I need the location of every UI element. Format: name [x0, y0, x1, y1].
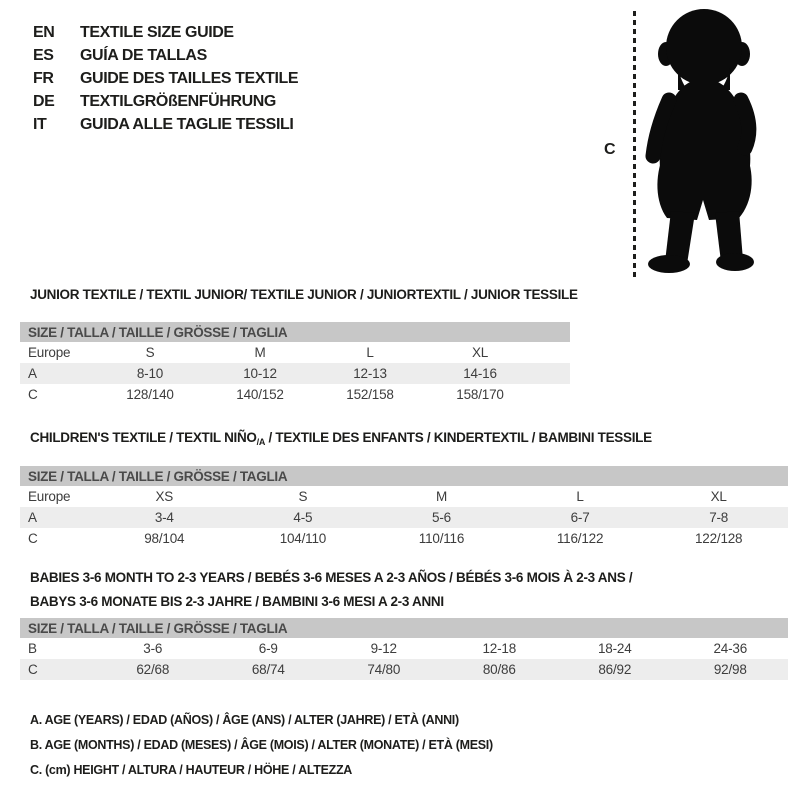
- measurement-legend: A. AGE (YEARS) / EDAD (AÑOS) / ÂGE (ANS)…: [30, 708, 493, 783]
- age-cell: 3-4: [154, 510, 174, 525]
- size-header-label: SIZE / TALLA / TAILLE / GRÖSSE / TAGLIA: [28, 620, 288, 636]
- age-cell: 6-7: [570, 510, 590, 525]
- age-cell: 14-16: [463, 366, 497, 381]
- height-cell: 104/110: [279, 531, 327, 546]
- height-cell: 116/122: [556, 531, 604, 546]
- childrens-textile-section: CHILDREN'S TEXTILE / TEXTIL NIÑO/A / TEX…: [20, 430, 788, 549]
- age-cell: 12-18: [482, 641, 517, 656]
- age-cell: 7-8: [709, 510, 729, 525]
- height-cell: 92/98: [713, 662, 747, 677]
- table-row-height-cm: C 62/68 68/74 74/80 80/86 86/92 92/98: [20, 659, 788, 680]
- size-header-bar: SIZE / TALLA / TAILLE / GRÖSSE / TAGLIA: [20, 618, 788, 638]
- babies-section-title: BABIES 3-6 MONTH TO 2-3 YEARS / BEBÉS 3-…: [30, 566, 788, 614]
- age-cell: 8-10: [136, 366, 164, 381]
- size-cell: M: [254, 345, 266, 360]
- junior-textile-section: JUNIOR TEXTILE / TEXTIL JUNIOR/ TEXTILE …: [20, 287, 578, 405]
- lang-row-en: EN TEXTILE SIZE GUIDE: [33, 21, 298, 44]
- age-cell: 5-6: [432, 510, 451, 525]
- size-cell: L: [366, 345, 374, 360]
- table-row-age-months: B 3-6 6-9 9-12 12-18 18-24 24-36: [20, 638, 788, 659]
- height-cell: 86/92: [598, 662, 632, 677]
- size-header-label: SIZE / TALLA / TAILLE / GRÖSSE / TAGLIA: [28, 468, 288, 484]
- title-text: CHILDREN'S TEXTILE / TEXTIL NIÑO: [30, 430, 257, 445]
- age-cell: 18-24: [597, 641, 632, 656]
- guide-title-fr: GUIDE DES TAILLES TEXTILE: [80, 70, 299, 87]
- age-cell: 3-6: [143, 641, 163, 656]
- guide-title-es: GUÍA DE TALLAS: [80, 47, 207, 64]
- height-cell: 152/158: [346, 387, 394, 402]
- guide-title-it: GUIDA ALLE TAGLIE TESSILI: [80, 116, 294, 133]
- baby-silhouette-icon: [645, 9, 757, 273]
- legend-age-years: A. AGE (YEARS) / EDAD (AÑOS) / ÂGE (ANS)…: [30, 713, 459, 727]
- size-cell: S: [298, 489, 308, 504]
- height-cell: 140/152: [236, 387, 284, 402]
- height-cell: 128/140: [126, 387, 174, 402]
- title-line-2: BABYS 3-6 MONATE BIS 2-3 JAHRE / BAMBINI…: [30, 594, 444, 609]
- height-cell: 158/170: [456, 387, 504, 402]
- age-cell: 9-12: [370, 641, 397, 656]
- guide-title-en: TEXTILE SIZE GUIDE: [80, 24, 234, 41]
- size-header-label: SIZE / TALLA / TAILLE / GRÖSSE / TAGLIA: [28, 324, 288, 340]
- guide-title-de: TEXTILGRÖßENFÜHRUNG: [80, 93, 276, 110]
- height-cell: 80/86: [482, 662, 516, 677]
- table-row-europe: Europe XS S M L XL: [20, 486, 788, 507]
- babies-textile-section: BABIES 3-6 MONTH TO 2-3 YEARS / BEBÉS 3-…: [20, 566, 788, 680]
- height-measure-label: C: [604, 141, 616, 158]
- row-label: C: [28, 387, 38, 402]
- row-label: A: [28, 510, 37, 525]
- size-cell: XL: [471, 345, 489, 360]
- age-cell: 6-9: [258, 641, 278, 656]
- height-cell: 110/116: [418, 531, 465, 546]
- legend-height-cm: C. (cm) HEIGHT / ALTURA / HAUTEUR / HÖHE…: [30, 763, 353, 777]
- lang-row-it: IT GUIDA ALLE TAGLIE TESSILI: [33, 113, 298, 136]
- row-label: Europe: [28, 345, 71, 360]
- size-cell: XL: [710, 489, 727, 504]
- size-cell: XS: [155, 489, 174, 504]
- title-subscript: /A: [256, 437, 266, 447]
- size-header-bar: SIZE / TALLA / TAILLE / GRÖSSE / TAGLIA: [20, 322, 570, 342]
- height-cell: 98/104: [144, 531, 185, 546]
- height-cell: 68/74: [251, 662, 285, 677]
- size-header-bar: SIZE / TALLA / TAILLE / GRÖSSE / TAGLIA: [20, 466, 788, 486]
- row-label: C: [28, 662, 38, 677]
- lang-row-es: ES GUÍA DE TALLAS: [33, 44, 298, 67]
- height-cell: 62/68: [136, 662, 170, 677]
- lang-code: IT: [33, 116, 47, 133]
- age-cell: 12-13: [353, 366, 387, 381]
- lang-code: ES: [33, 47, 54, 64]
- row-label: B: [28, 641, 37, 656]
- size-cell: S: [145, 345, 155, 360]
- lang-row-fr: FR GUIDE DES TAILLES TEXTILE: [33, 67, 299, 90]
- junior-section-title: JUNIOR TEXTILE / TEXTIL JUNIOR/ TEXTILE …: [30, 287, 578, 302]
- title-line-1: BABIES 3-6 MONTH TO 2-3 YEARS / BEBÉS 3-…: [30, 570, 633, 585]
- lang-code: FR: [33, 70, 54, 87]
- age-cell: 10-12: [243, 366, 277, 381]
- table-row-height-cm: C 128/140 140/152 152/158 158/170: [20, 384, 570, 405]
- table-row-age-years: A 3-4 4-5 5-6 6-7 7-8: [20, 507, 788, 528]
- age-cell: 4-5: [293, 510, 313, 525]
- table-row-europe: Europe S M L XL: [20, 342, 570, 363]
- age-cell: 24-36: [713, 641, 748, 656]
- language-header: EN TEXTILE SIZE GUIDE ES GUÍA DE TALLAS …: [33, 21, 299, 136]
- table-row-age-years: A 8-10 10-12 12-13 14-16: [20, 363, 570, 384]
- height-measure-dotted-line: [633, 11, 636, 277]
- height-cell: 122/128: [694, 531, 743, 546]
- lang-row-de: DE TEXTILGRÖßENFÜHRUNG: [33, 90, 298, 113]
- row-label: C: [28, 531, 38, 546]
- title-text: / TEXTILE DES ENFANTS / KINDERTEXTIL / B…: [265, 430, 652, 445]
- row-label: A: [28, 366, 37, 381]
- childrens-section-title: CHILDREN'S TEXTILE / TEXTIL NIÑO/A / TEX…: [30, 430, 788, 450]
- size-cell: L: [576, 489, 584, 504]
- lang-code: DE: [33, 93, 55, 110]
- height-cell: 74/80: [367, 662, 401, 677]
- legend-age-months: B. AGE (MONTHS) / EDAD (MESES) / ÂGE (MO…: [30, 738, 493, 752]
- size-cell: M: [435, 489, 447, 504]
- lang-code: EN: [33, 24, 55, 41]
- table-row-height-cm: C 98/104 104/110 110/116 116/122 122/128: [20, 528, 788, 549]
- row-label: Europe: [28, 489, 71, 504]
